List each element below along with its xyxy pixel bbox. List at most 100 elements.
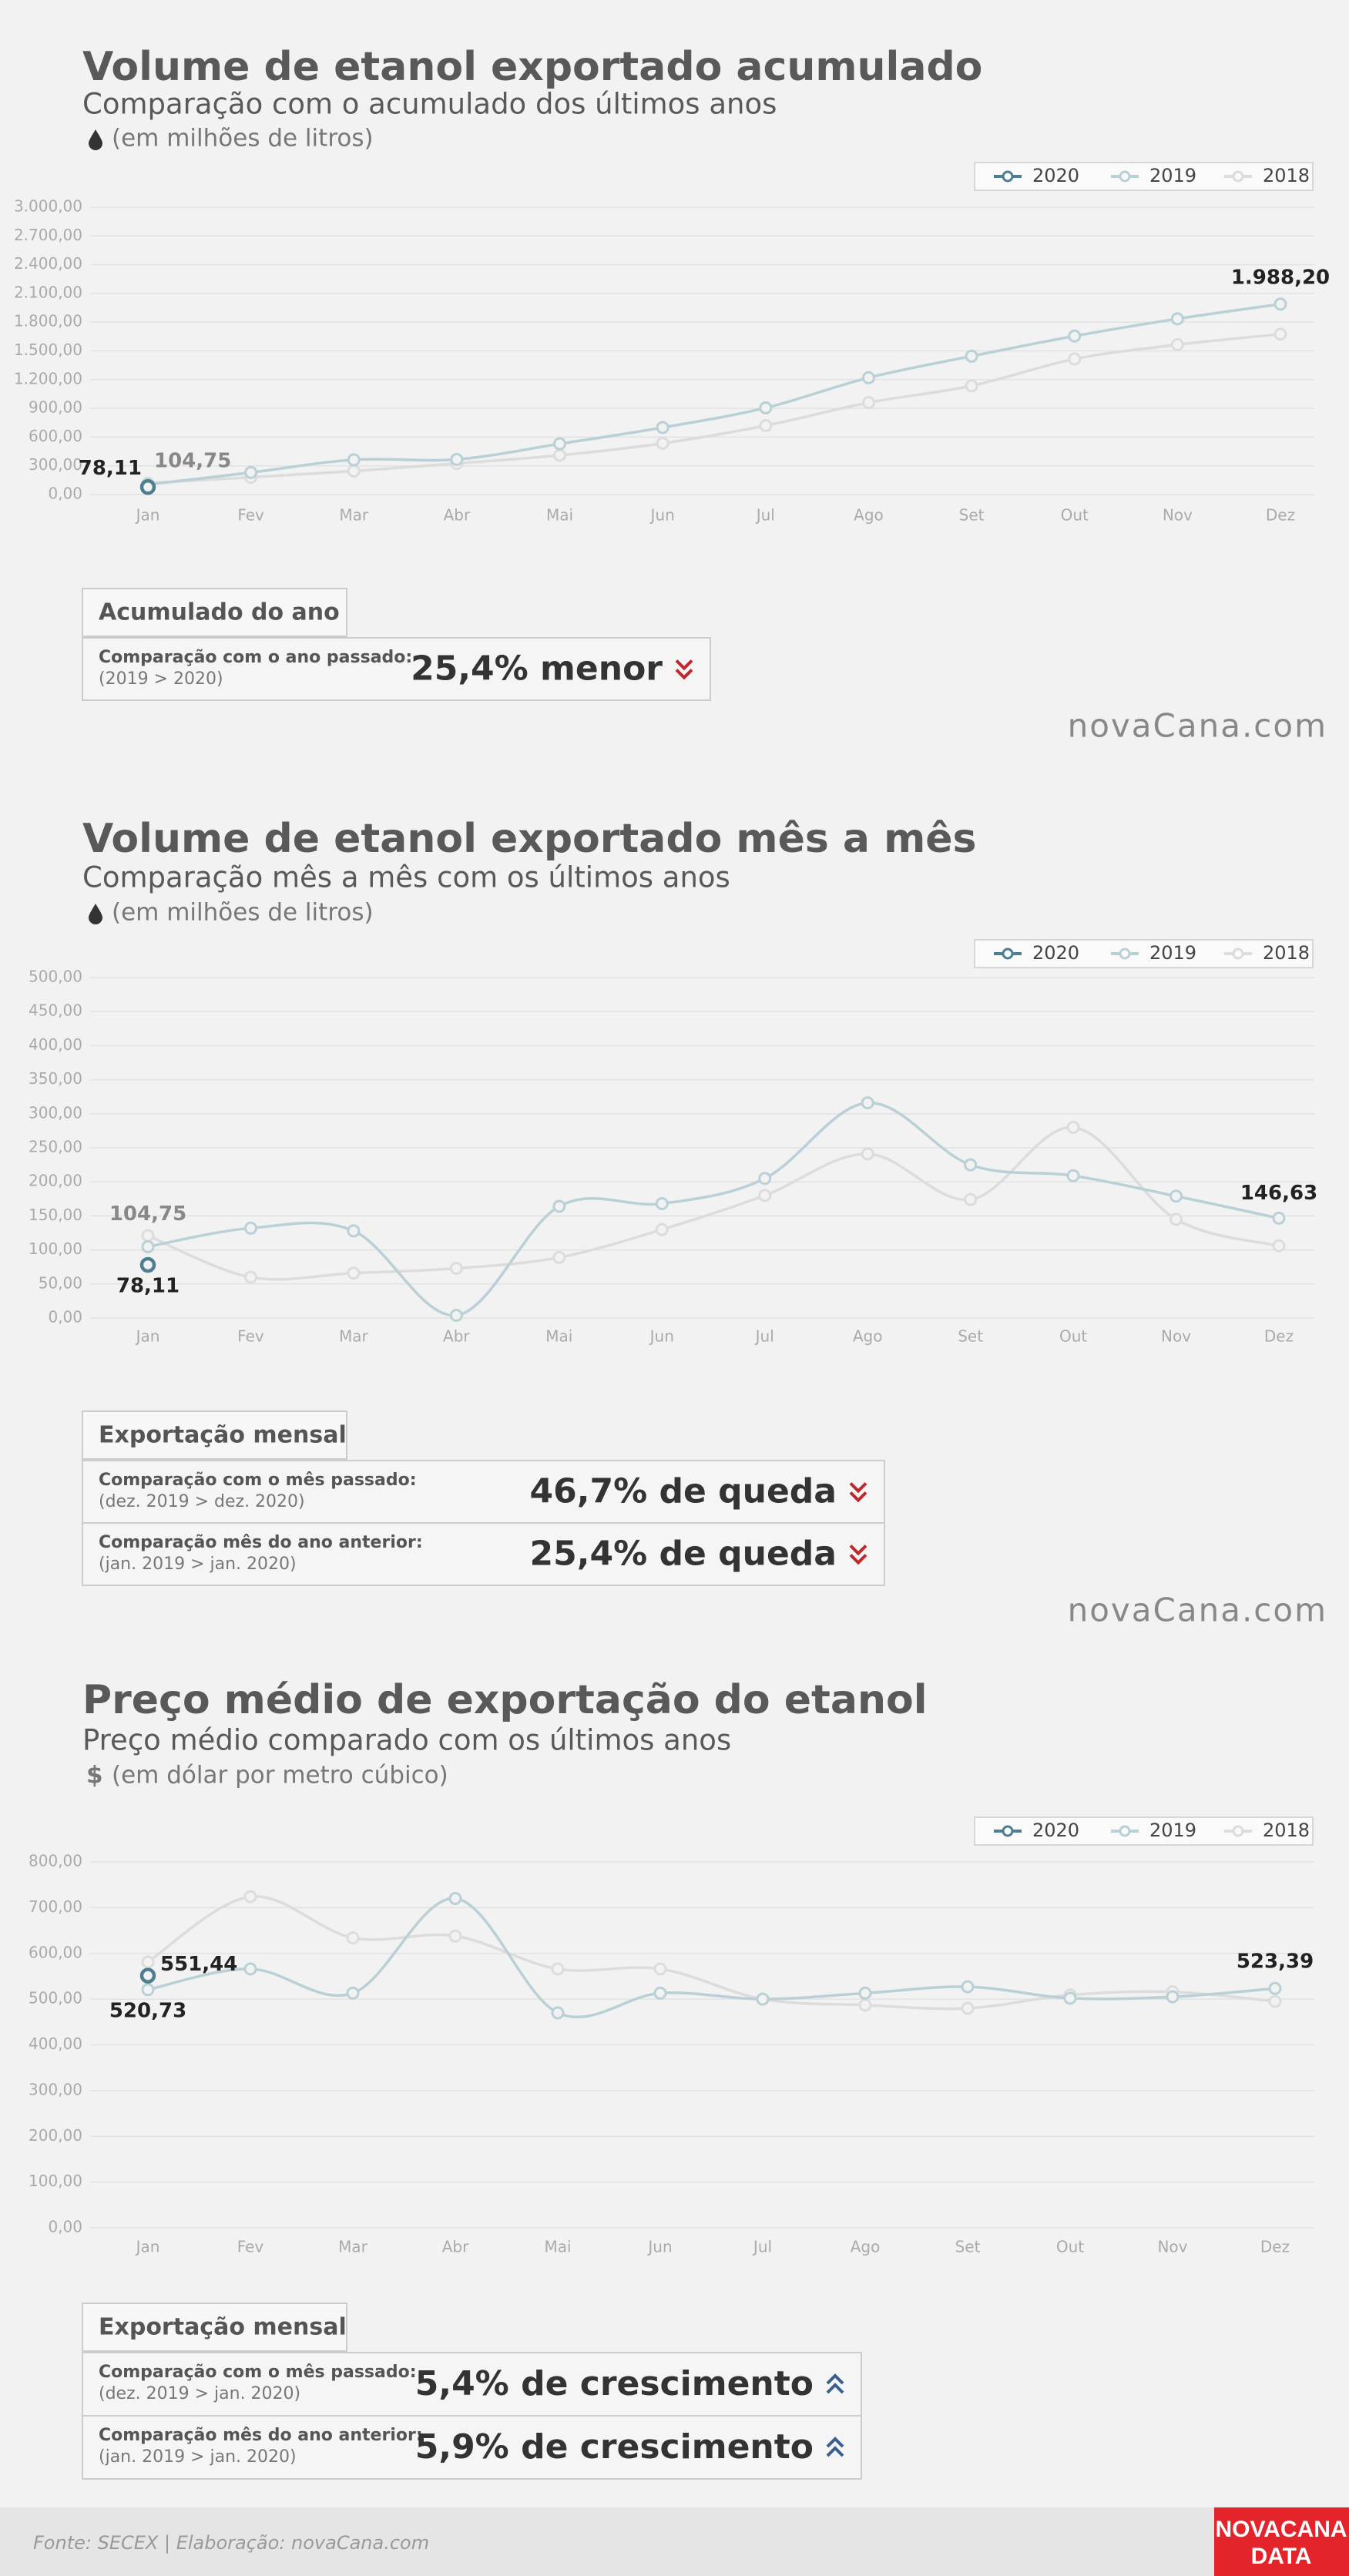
point: [551, 1962, 565, 1976]
point: [656, 436, 669, 450]
y-tick-label: 600,00: [29, 427, 82, 445]
point: [551, 2006, 565, 2020]
series-line: [147, 1895, 1276, 2011]
point: [243, 1962, 257, 1976]
y-tick-label: 450,00: [29, 1001, 82, 1020]
summary-heading: Acumulado do ano: [99, 599, 340, 626]
x-tick-label: Fev: [237, 2238, 264, 2256]
point: [141, 1229, 155, 1243]
x-tick-label: Mar: [339, 506, 369, 525]
point: [1272, 1211, 1286, 1225]
unit-symbol: $: [86, 1762, 103, 1789]
point: [1169, 1213, 1183, 1226]
x-tick-label: Fev: [237, 1327, 264, 1346]
y-tick-label: 2.700,00: [14, 226, 82, 244]
point: [655, 1223, 669, 1236]
legend-label: 2020: [1032, 1820, 1079, 1841]
y-tick-label: 250,00: [29, 1138, 82, 1156]
y-tick-label: 100,00: [29, 2172, 82, 2190]
chart-subtitle: Comparação com o acumulado dos últimos a…: [82, 88, 777, 121]
legend-box: [974, 162, 1314, 191]
legend-box: [974, 1816, 1314, 1846]
row-label: Comparação com o mês passado:: [99, 2363, 417, 2382]
point: [1169, 1189, 1183, 1203]
y-tick-label: 350,00: [29, 1069, 82, 1088]
value-label: 146,63: [1240, 1182, 1317, 1205]
x-tick-label: Jan: [135, 1327, 160, 1346]
y-tick-label: 2.400,00: [14, 254, 82, 273]
series-line: [147, 1125, 1280, 1281]
point: [858, 1986, 872, 2000]
x-tick-label: Abr: [443, 1327, 470, 1346]
legend-marker: [1232, 948, 1244, 960]
point: [861, 396, 875, 410]
point: [244, 465, 258, 479]
row-detail: (dez. 2019 > dez. 2020): [99, 1492, 305, 1511]
unit-label: (em milhões de litros): [112, 899, 374, 927]
unit-label: (em milhões de litros): [112, 125, 374, 153]
point: [552, 1250, 566, 1264]
chart-title: Volume de etanol exportado acumulado: [82, 44, 982, 90]
trend-icon: [849, 1545, 867, 1565]
footer-source: Fonte: SECEX | Elaboração: novaCana.com: [33, 2532, 429, 2554]
point: [553, 448, 567, 462]
value-label: 104,75: [154, 449, 231, 472]
point: [653, 1986, 667, 2000]
summary-row: [82, 1522, 885, 1586]
point: [964, 1158, 978, 1172]
x-tick-label: Ago: [854, 506, 884, 525]
summary-tab: [82, 1410, 347, 1460]
point: [243, 1890, 257, 1903]
chart-subtitle: Comparação mês a mês com os últimos anos: [82, 861, 730, 894]
point: [1068, 352, 1082, 366]
trend-icon: [675, 659, 693, 680]
point: [1066, 1120, 1080, 1134]
chart-title: Volume de etanol exportado mês a mês: [82, 816, 977, 862]
point: [449, 1308, 463, 1322]
legend-marker: [1119, 948, 1131, 960]
y-tick-label: 400,00: [29, 1035, 82, 1054]
value-label: 551,44: [160, 1953, 237, 1976]
row-label: Comparação mês do ano anterior:: [99, 2426, 423, 2445]
point: [861, 371, 875, 384]
point: [347, 1266, 361, 1280]
x-tick-label: Nov: [1163, 506, 1193, 525]
x-tick-label: Jun: [649, 1327, 674, 1346]
y-tick-label: 300,00: [29, 2080, 82, 2098]
point: [858, 1998, 872, 2012]
legend-marker: [1002, 170, 1014, 183]
row-detail: (dez. 2019 > jan. 2020): [99, 2384, 300, 2403]
point: [861, 1096, 874, 1110]
y-tick-label: 300,00: [29, 1103, 82, 1122]
point: [1272, 1239, 1286, 1253]
x-tick-label: Jul: [755, 506, 775, 525]
y-tick-label: 0,00: [48, 2218, 82, 2236]
legend-label: 2020: [1032, 942, 1079, 964]
legend-label: 2019: [1149, 165, 1196, 186]
brand: novaCana.com: [1068, 1592, 1327, 1629]
x-tick-label: Set: [959, 506, 985, 525]
x-tick-label: Out: [1059, 1327, 1087, 1346]
row-label: Comparação com o mês passado:: [99, 1471, 417, 1490]
x-tick-label: Abr: [442, 2238, 469, 2256]
x-tick-label: Set: [955, 2238, 981, 2256]
legend-marker: [1119, 1825, 1131, 1837]
point: [141, 1983, 155, 1997]
point: [141, 1239, 155, 1253]
y-tick-label: 500,00: [29, 968, 82, 986]
x-tick-label: Nov: [1157, 2238, 1187, 2256]
row-detail: (2019 > 2020): [99, 669, 223, 689]
point: [653, 1962, 667, 1976]
point: [1063, 1991, 1077, 2005]
y-tick-label: 300,00: [29, 455, 82, 474]
chart-subtitle: Preço médio comparado com os últimos ano…: [82, 1724, 731, 1757]
row-label: Comparação mês do ano anterior:: [99, 1533, 423, 1552]
point: [1170, 312, 1184, 326]
x-tick-label: Mai: [546, 506, 573, 525]
point: [655, 1196, 669, 1210]
legend-label: 2020: [1032, 165, 1079, 186]
y-tick-label: 2.100,00: [14, 283, 82, 301]
x-tick-label: Mar: [338, 2238, 368, 2256]
summary-tab: [82, 2303, 347, 2352]
summary-row: [82, 2352, 862, 2417]
